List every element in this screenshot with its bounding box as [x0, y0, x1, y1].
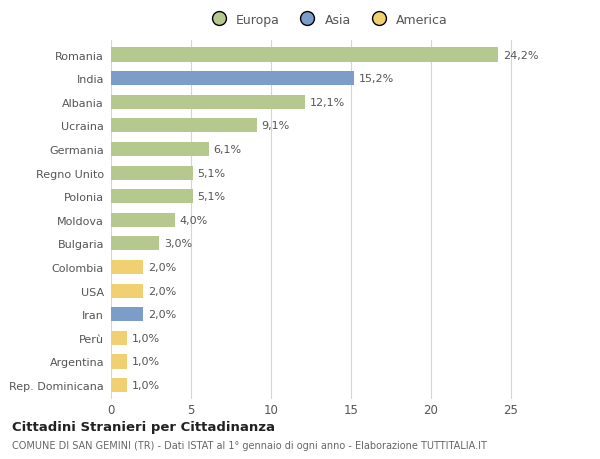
Bar	[111, 331, 127, 345]
Text: 24,2%: 24,2%	[503, 50, 539, 61]
Text: 15,2%: 15,2%	[359, 74, 394, 84]
Text: 2,0%: 2,0%	[148, 309, 176, 319]
Text: 5,1%: 5,1%	[197, 192, 226, 202]
Text: Cittadini Stranieri per Cittadinanza: Cittadini Stranieri per Cittadinanza	[12, 420, 275, 433]
Bar	[111, 95, 305, 110]
Bar	[111, 308, 143, 322]
Text: 1,0%: 1,0%	[132, 380, 160, 390]
Bar	[111, 378, 127, 392]
Bar	[111, 213, 175, 227]
Legend: Europa, Asia, America: Europa, Asia, America	[206, 13, 448, 27]
Text: 2,0%: 2,0%	[148, 286, 176, 296]
Text: 1,0%: 1,0%	[132, 333, 160, 343]
Text: 5,1%: 5,1%	[197, 168, 226, 178]
Bar	[111, 284, 143, 298]
Bar	[111, 190, 193, 204]
Bar	[111, 72, 354, 86]
Text: 2,0%: 2,0%	[148, 263, 176, 273]
Bar	[111, 48, 498, 62]
Text: 12,1%: 12,1%	[310, 98, 344, 107]
Bar	[111, 260, 143, 274]
Text: 1,0%: 1,0%	[132, 357, 160, 367]
Text: 4,0%: 4,0%	[180, 215, 208, 225]
Bar	[111, 143, 209, 157]
Bar	[111, 166, 193, 180]
Bar	[111, 354, 127, 369]
Text: 3,0%: 3,0%	[164, 239, 192, 249]
Text: 6,1%: 6,1%	[214, 145, 242, 155]
Text: COMUNE DI SAN GEMINI (TR) - Dati ISTAT al 1° gennaio di ogni anno - Elaborazione: COMUNE DI SAN GEMINI (TR) - Dati ISTAT a…	[12, 440, 487, 450]
Bar	[111, 237, 159, 251]
Text: 9,1%: 9,1%	[262, 121, 290, 131]
Bar	[111, 119, 257, 133]
